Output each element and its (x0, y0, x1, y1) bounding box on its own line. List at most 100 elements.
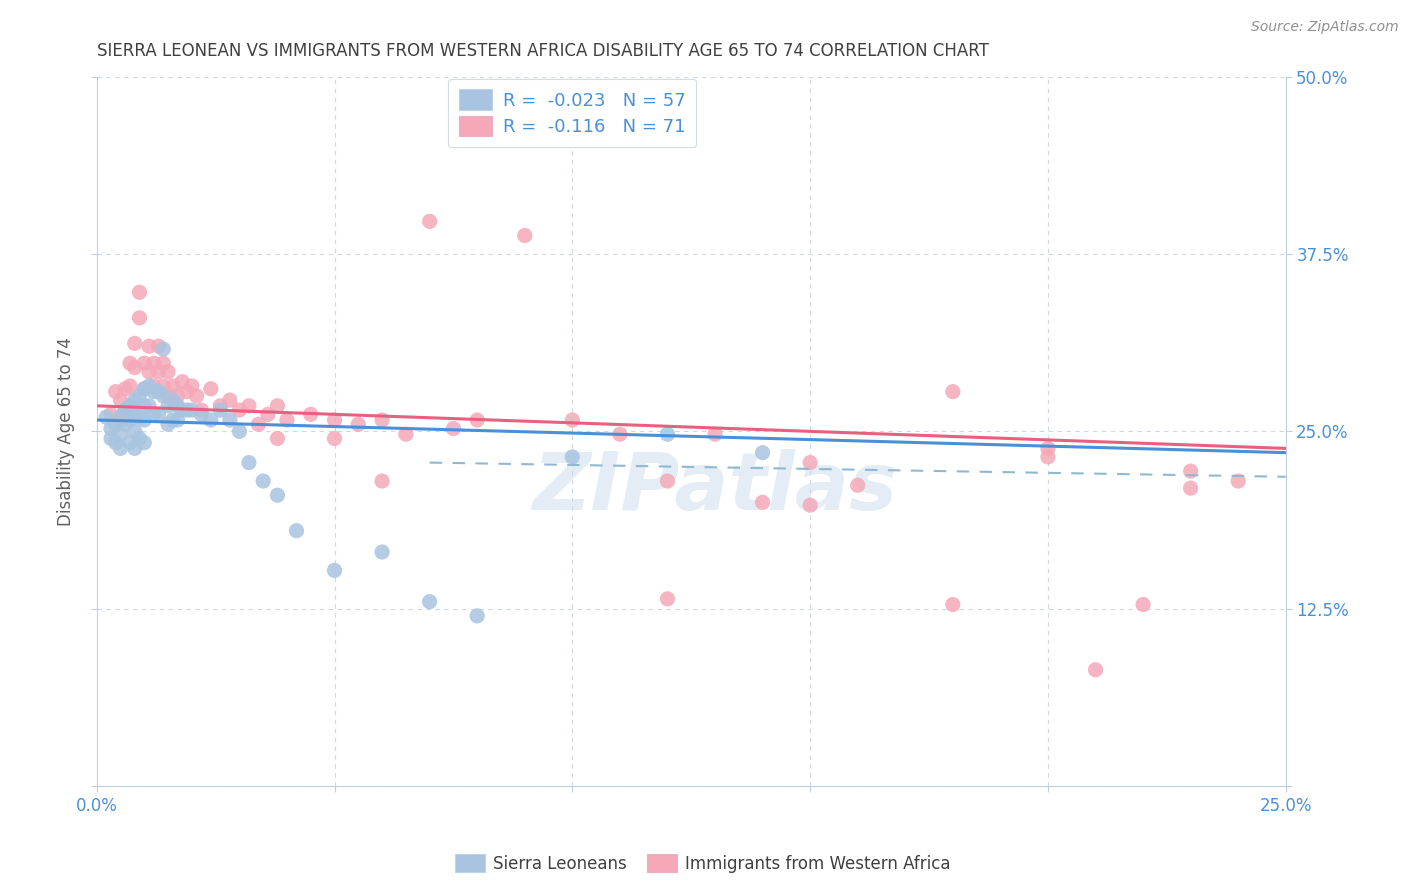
Point (186, 389, 208, 403)
Point (110, 427, 132, 442)
Point (266, 399, 288, 413)
Point (228, 403, 250, 417)
Point (142, 384, 165, 399)
Point (465, 413, 488, 427)
Legend: R =  -0.023   N = 57, R =  -0.116   N = 71: R = -0.023 N = 57, R = -0.116 N = 71 (449, 78, 696, 147)
Point (100, 432, 122, 446)
Point (371, 474, 394, 488)
Point (166, 413, 188, 427)
Point (110, 410, 132, 425)
Point (561, 450, 583, 464)
Point (1132, 598, 1154, 612)
Point (128, 389, 150, 403)
Point (142, 356, 165, 370)
Point (134, 382, 156, 396)
Point (118, 399, 141, 413)
Point (609, 427, 631, 442)
Point (138, 339, 160, 353)
Point (157, 365, 180, 379)
Point (190, 408, 212, 422)
Text: Source: ZipAtlas.com: Source: ZipAtlas.com (1251, 20, 1399, 34)
Text: ZIPatlas: ZIPatlas (533, 450, 897, 527)
Point (299, 408, 322, 422)
Point (1036, 450, 1059, 464)
Point (276, 413, 298, 427)
Point (162, 379, 184, 393)
Point (799, 456, 821, 470)
Point (209, 403, 232, 417)
Point (134, 356, 156, 370)
Point (323, 413, 346, 427)
Point (1180, 481, 1202, 495)
Point (180, 403, 202, 417)
Point (176, 384, 198, 399)
Point (157, 389, 180, 403)
Point (751, 445, 773, 459)
Point (371, 413, 394, 427)
Point (799, 498, 821, 512)
Point (114, 403, 136, 417)
Point (124, 408, 146, 422)
Point (209, 399, 232, 413)
Point (238, 399, 260, 413)
Point (219, 413, 242, 427)
Point (846, 478, 869, 492)
Point (751, 495, 773, 509)
Point (134, 399, 156, 413)
Point (104, 417, 127, 432)
Point (128, 432, 150, 446)
Point (180, 379, 202, 393)
Point (657, 427, 679, 442)
Point (96, 410, 118, 425)
Point (266, 488, 288, 502)
Point (657, 474, 679, 488)
Point (1227, 474, 1250, 488)
Point (162, 413, 184, 427)
Point (118, 399, 141, 413)
Point (465, 608, 488, 623)
Point (138, 379, 160, 393)
Point (152, 379, 174, 393)
Point (166, 389, 188, 403)
Point (110, 442, 132, 456)
Point (157, 399, 180, 413)
Point (104, 384, 127, 399)
Point (100, 421, 122, 435)
Point (124, 360, 146, 375)
Point (138, 399, 160, 413)
Point (110, 413, 132, 427)
Point (142, 408, 165, 422)
Point (704, 427, 727, 442)
Point (114, 403, 136, 417)
Point (285, 524, 308, 538)
Point (323, 432, 346, 446)
Point (152, 356, 174, 370)
Point (124, 336, 146, 351)
Point (157, 417, 180, 432)
Point (148, 384, 170, 399)
Point (134, 382, 156, 396)
Point (118, 413, 141, 427)
Point (152, 342, 174, 356)
Point (323, 564, 346, 578)
Point (134, 435, 156, 450)
Point (148, 339, 170, 353)
Point (104, 435, 127, 450)
Point (219, 393, 242, 408)
Point (124, 393, 146, 408)
Point (110, 393, 132, 408)
Point (513, 228, 536, 243)
Point (172, 403, 194, 417)
Point (247, 417, 270, 432)
Point (190, 403, 212, 417)
Point (266, 432, 288, 446)
Point (441, 421, 464, 435)
Point (257, 408, 280, 422)
Legend: Sierra Leoneans, Immigrants from Western Africa: Sierra Leoneans, Immigrants from Western… (449, 847, 957, 880)
Point (942, 598, 965, 612)
Point (162, 393, 184, 408)
Point (152, 389, 174, 403)
Point (148, 365, 170, 379)
Point (561, 413, 583, 427)
Point (166, 399, 188, 413)
